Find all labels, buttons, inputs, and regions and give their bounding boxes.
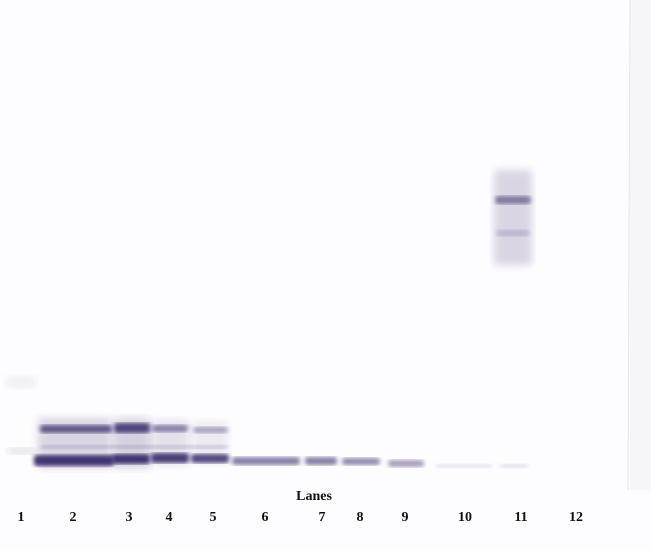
lane-2-upper-band — [40, 425, 112, 433]
lane-label-9: 9 — [401, 510, 409, 525]
lane-1-marker-streak — [8, 448, 36, 454]
lane-11-faint-band — [496, 230, 530, 236]
lane-label-12: 12 — [569, 510, 583, 525]
lane-label-1: 1 — [17, 510, 25, 525]
lane-3-upper-band — [114, 423, 150, 433]
lane-label-11: 11 — [514, 510, 528, 525]
lane-9-lower-band — [388, 460, 424, 467]
scan-edge — [630, 0, 651, 490]
lane-label-8: 8 — [356, 510, 364, 525]
lane-6-lower-band — [232, 457, 300, 465]
lane-1-top-smudge — [6, 376, 36, 388]
lane-8-lower-band — [342, 458, 380, 465]
lane-label-5: 5 — [209, 510, 217, 525]
lane-2-mid-band — [40, 445, 228, 449]
lane-7-lower-band — [305, 457, 337, 465]
lane-label-2: 2 — [69, 510, 77, 525]
lane-label-10: 10 — [458, 510, 472, 525]
lane-4-upper-band — [152, 425, 188, 432]
lane-11-lower-band — [500, 464, 528, 468]
lane-5-lower-band — [191, 454, 229, 463]
lane-11-high-band — [495, 196, 531, 204]
lane-label-7: 7 — [318, 510, 326, 525]
lanes-axis-title: Lanes — [296, 489, 332, 504]
lane-11-smear — [494, 170, 532, 265]
lane-5-upper-band — [193, 427, 228, 433]
lane-label-4: 4 — [165, 510, 173, 525]
lane-4-lower-band — [151, 453, 189, 463]
lane-3-lower-band — [112, 454, 150, 464]
lane-label-6: 6 — [261, 510, 269, 525]
scan-edge-line — [627, 0, 631, 491]
lane-label-3: 3 — [125, 510, 133, 525]
lane-10-lower-band — [436, 464, 492, 468]
lane-2-lower-band — [34, 455, 114, 466]
